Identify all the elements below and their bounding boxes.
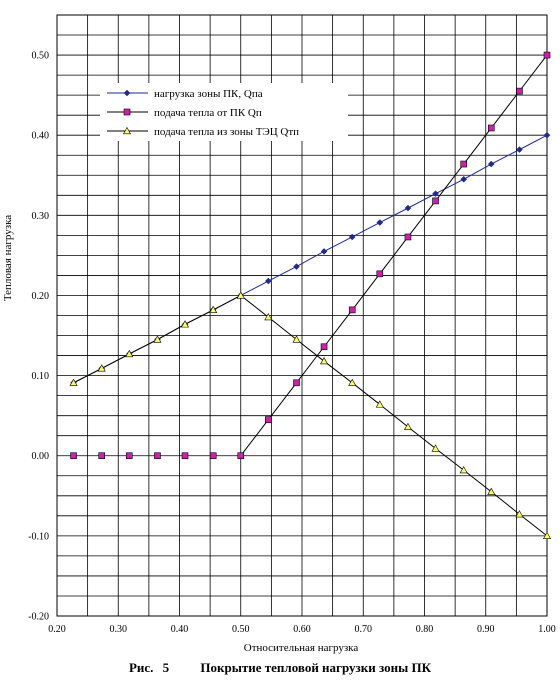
data-point-series-1 bbox=[460, 175, 468, 183]
data-point-series-1 bbox=[376, 219, 384, 226]
legend-marker-2 bbox=[123, 108, 131, 116]
data-point-series-3 bbox=[542, 531, 552, 539]
legend-marker-3 bbox=[122, 126, 132, 135]
x-tick-label: 0.40 bbox=[171, 624, 189, 635]
y-tick-label: 0.50 bbox=[32, 51, 50, 62]
data-point-series-3 bbox=[487, 487, 496, 495]
data-point-series-3 bbox=[320, 357, 329, 365]
y-axis-title: Тепловая нагрузка bbox=[2, 215, 14, 301]
data-point-series-2 bbox=[70, 452, 77, 460]
x-tick-label: 0.60 bbox=[293, 624, 311, 635]
data-point-series-1 bbox=[348, 233, 356, 241]
data-point-series-1 bbox=[516, 146, 523, 153]
data-point-series-1 bbox=[293, 263, 300, 270]
data-point-series-2 bbox=[98, 452, 106, 460]
y-tick-label: 0.00 bbox=[32, 451, 50, 462]
data-point-series-2 bbox=[265, 416, 272, 423]
data-point-series-3 bbox=[69, 378, 78, 386]
data-point-series-2 bbox=[543, 51, 551, 59]
data-point-series-2 bbox=[516, 87, 523, 95]
legend-label-3: подача тепла из зоны ТЭЦ Qтп bbox=[154, 126, 299, 138]
data-point-series-3 bbox=[181, 320, 190, 328]
data-point-series-3 bbox=[125, 349, 134, 358]
data-point-series-3 bbox=[348, 378, 357, 386]
series-lines bbox=[73, 54, 548, 537]
data-point-series-2 bbox=[432, 197, 439, 205]
data-point-series-2 bbox=[125, 452, 133, 460]
data-point-series-2 bbox=[460, 160, 468, 168]
data-point-series-3 bbox=[403, 422, 412, 430]
chart: 0.20 0.30 0.40 0.50 0.60 0.70 0.80 0.90 1.00 -0.… bbox=[2, 14, 556, 654]
data-point-series-2 bbox=[404, 233, 412, 241]
figure-caption-text: Покрытие тепловой нагрузки зоны ПК bbox=[200, 660, 432, 675]
data-point-series-3 bbox=[236, 291, 245, 299]
data-point-series-2 bbox=[293, 379, 300, 387]
legend: нагрузка зоны ПК, Qпа подача тепла от ПК … bbox=[100, 83, 348, 141]
x-axis-title: Относительная нагрузка bbox=[244, 642, 359, 654]
data-point-series-1 bbox=[487, 160, 495, 168]
series-markers bbox=[69, 51, 552, 539]
data-point-series-1 bbox=[404, 204, 412, 212]
figure-number: 5 bbox=[162, 660, 170, 675]
data-point-series-1 bbox=[264, 277, 272, 285]
x-tick-label: 0.30 bbox=[110, 624, 128, 635]
data-point-series-3 bbox=[209, 305, 218, 313]
data-point-series-2 bbox=[154, 452, 161, 460]
x-tick-label: 0.70 bbox=[355, 624, 373, 635]
y-tick-label: 0.20 bbox=[32, 291, 50, 302]
legend-marker-1 bbox=[123, 89, 131, 97]
data-point-series-2 bbox=[320, 343, 328, 351]
data-point-series-3 bbox=[459, 466, 468, 474]
x-tick-label: 0.80 bbox=[416, 624, 434, 635]
data-point-series-2 bbox=[348, 306, 356, 314]
data-point-series-2 bbox=[487, 124, 495, 132]
data-point-series-2 bbox=[376, 270, 384, 278]
data-point-series-3 bbox=[375, 400, 384, 408]
x-tick-labels: 0.20 0.30 0.40 0.50 0.60 0.70 0.80 0.90 1.00 bbox=[48, 624, 556, 635]
legend-label-1: нагрузка зоны ПК, Qпа bbox=[154, 88, 263, 100]
y-tick-label: -0.10 bbox=[28, 531, 49, 542]
legend-label-2: подача тепла от ПК Qп bbox=[154, 107, 262, 119]
plot-frame bbox=[56, 14, 548, 617]
y-tick-label: 0.40 bbox=[32, 131, 50, 142]
x-tick-label: 1.00 bbox=[538, 624, 556, 635]
data-point-series-1 bbox=[543, 131, 551, 139]
data-point-series-3 bbox=[292, 335, 301, 343]
x-tick-label: 0.20 bbox=[48, 624, 66, 635]
x-tick-label: 0.90 bbox=[477, 624, 495, 635]
data-point-series-3 bbox=[97, 364, 106, 372]
data-point-series-1 bbox=[320, 248, 328, 255]
y-tick-label: 0.30 bbox=[32, 211, 50, 222]
series-line-2 bbox=[240, 54, 548, 457]
data-point-series-3 bbox=[431, 444, 440, 452]
data-point-series-2 bbox=[209, 452, 217, 460]
data-point-series-1 bbox=[432, 190, 439, 198]
figure-caption: Рис. 5 Покрытие тепловой нагрузки зоны П… bbox=[0, 660, 560, 676]
data-point-series-3 bbox=[264, 312, 273, 321]
y-tick-labels: -0.20 -0.10 0.00 0.10 0.20 0.30 0.40 0.50 bbox=[28, 51, 49, 623]
y-tick-label: -0.20 bbox=[28, 612, 49, 623]
x-tick-label: 0.50 bbox=[232, 624, 250, 635]
data-point-series-2 bbox=[181, 452, 189, 460]
data-point-series-2 bbox=[237, 452, 245, 460]
series-line-3 bbox=[73, 294, 548, 537]
figure-label: Рис. bbox=[128, 660, 154, 675]
data-point-series-3 bbox=[153, 335, 162, 343]
data-point-series-3 bbox=[515, 510, 524, 518]
y-tick-label: 0.10 bbox=[32, 371, 50, 382]
